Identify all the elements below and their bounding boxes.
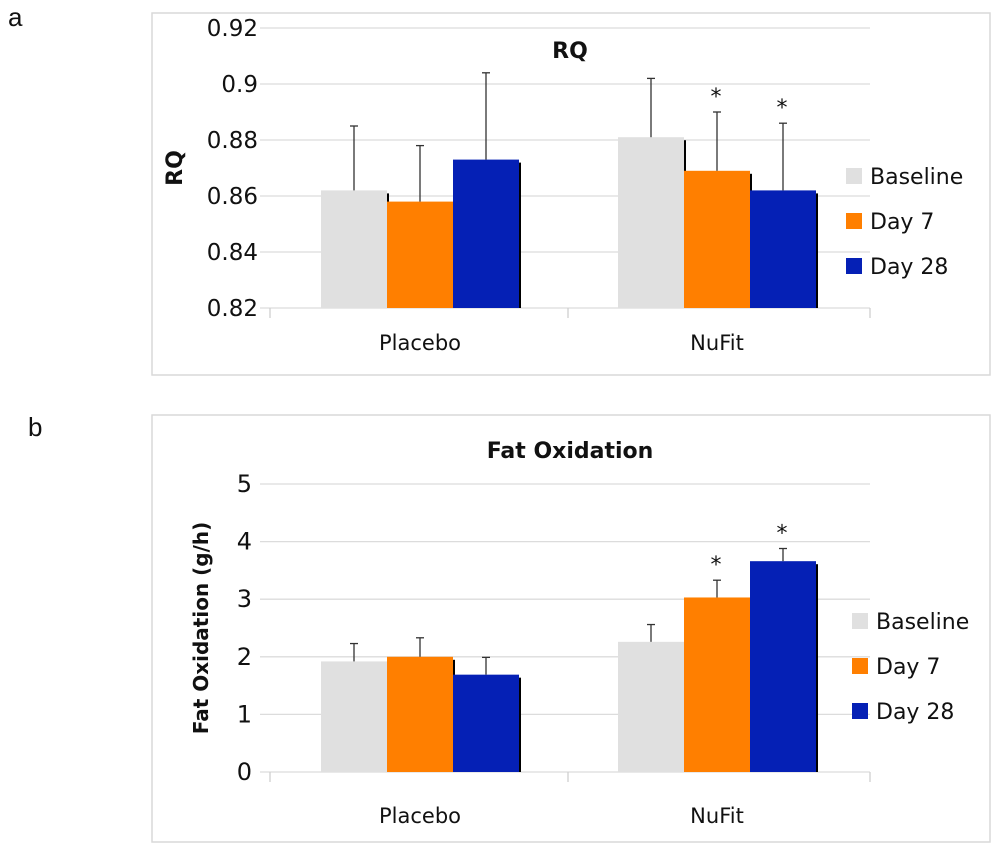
bar-shadow xyxy=(815,193,818,308)
legend-label: Baseline xyxy=(870,165,963,190)
legend-swatch xyxy=(846,213,862,229)
x-category-label: Placebo xyxy=(379,331,461,355)
legend-label: Baseline xyxy=(876,610,969,635)
y-tick-label: 5 xyxy=(237,470,252,498)
y-axis-label: Fat Oxidation (g/h) xyxy=(189,522,213,735)
x-category-label: Placebo xyxy=(379,804,461,828)
bar-baseline xyxy=(618,137,684,308)
chart-frame xyxy=(151,12,991,376)
y-axis-label: RQ xyxy=(163,150,188,186)
x-category-label: NuFit xyxy=(690,804,744,828)
chart-frame xyxy=(151,414,991,843)
bar-day-7 xyxy=(684,170,750,308)
chart-fat-oxidation: 0 1 2 3 4 5 Fat Oxidation Fat Oxidation (g/h) Pl… xyxy=(151,414,991,843)
chart-title: Fat Oxidation xyxy=(487,439,654,464)
y-tick-label: 0.84 xyxy=(207,240,258,266)
significance-marker: * xyxy=(711,85,722,110)
bar-day-28 xyxy=(750,561,816,772)
legend-swatch xyxy=(852,658,868,674)
bar-day-28 xyxy=(750,190,816,308)
legend-label: Day 7 xyxy=(870,210,934,235)
y-tick-label: 0.92 xyxy=(207,16,258,42)
bar-day-28 xyxy=(453,159,519,308)
y-tick-label: 1 xyxy=(237,700,252,728)
panel-label-a: a xyxy=(8,2,23,32)
legend-label: Day 7 xyxy=(876,655,940,680)
legend-swatch xyxy=(852,703,868,719)
y-tick-label: 3 xyxy=(237,585,252,613)
legend-swatch xyxy=(852,613,868,629)
bar-shadow xyxy=(815,564,818,772)
y-tick-label: 2 xyxy=(237,643,252,671)
x-category-label: NuFit xyxy=(690,331,744,355)
significance-marker: * xyxy=(777,96,788,121)
chart-rq: 0.82 0.84 0.86 0.88 0.9 0.92 RQ RQ Placebo NuFit *… xyxy=(151,12,991,376)
bar-baseline xyxy=(618,641,684,772)
y-tick-label: 4 xyxy=(237,528,252,556)
bar-baseline xyxy=(321,661,387,772)
y-tick-label: 0.9 xyxy=(221,72,258,98)
panel-label-b: b xyxy=(28,412,43,442)
bar-day-7 xyxy=(387,201,453,308)
legend-label: Day 28 xyxy=(876,700,954,725)
legend-label: Day 28 xyxy=(870,255,948,280)
y-tick-label: 0.82 xyxy=(207,296,258,322)
chart-title: RQ xyxy=(552,39,588,64)
bar-shadow xyxy=(518,677,521,772)
significance-marker: * xyxy=(711,553,722,578)
bar-shadow xyxy=(518,162,521,308)
bar-day-7 xyxy=(684,597,750,772)
legend-swatch xyxy=(846,258,862,274)
y-tick-label: 0 xyxy=(237,758,252,786)
bar-baseline xyxy=(321,190,387,308)
significance-marker: * xyxy=(777,522,788,547)
y-tick-label: 0.88 xyxy=(207,128,258,154)
bar-day-7 xyxy=(387,656,453,772)
legend-swatch xyxy=(846,168,862,184)
y-tick-label: 0.86 xyxy=(207,184,258,210)
bar-day-28 xyxy=(453,674,519,772)
